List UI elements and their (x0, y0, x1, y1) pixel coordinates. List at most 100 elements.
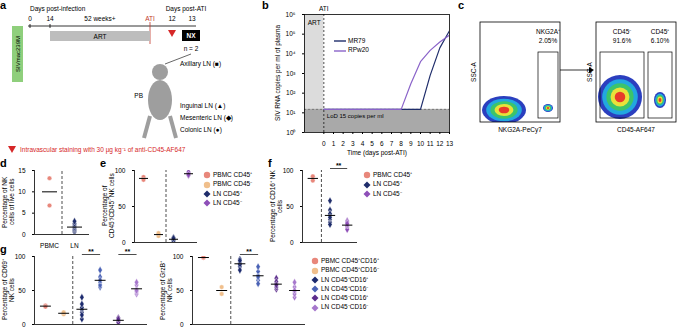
svg-text:100: 100 (173, 253, 184, 260)
html-text:Percentage of GrzB⁺ NK cells: Percentage of GrzB⁺ NK cells (159, 260, 173, 320)
html-text:LN CD45⁻CD16⁻: LN CD45⁻CD16⁻ (321, 303, 369, 311)
html-text:LN CD45⁻CD16⁺: LN CD45⁻CD16⁺ (321, 294, 369, 302)
svg-text:0: 0 (28, 15, 32, 22)
svg-text:4: 4 (361, 140, 365, 147)
html-text:LN CD45⁺CD16⁺: LN CD45⁺CD16⁺ (321, 275, 369, 283)
svg-text:ART: ART (94, 33, 107, 40)
svg-text:1: 1 (332, 140, 336, 147)
svg-text:PB: PB (134, 92, 143, 99)
html-text:c: c (458, 0, 465, 11)
svg-text:**: ** (88, 248, 94, 255)
html-text:LN CD45⁺: LN CD45⁺ (213, 189, 242, 197)
svg-text:100: 100 (15, 253, 26, 260)
svg-text:12: 12 (436, 140, 444, 147)
svg-text:10: 10 (417, 140, 425, 147)
svg-text:ART: ART (308, 19, 321, 26)
svg-text:Axillary LN (■): Axillary LN (■) (180, 60, 221, 68)
html-text:a: a (0, 0, 7, 11)
svg-text:LoD 15 copies per ml: LoD 15 copies per ml (327, 113, 384, 119)
html-text:Percentage of NK cells of live: Percentage of NK cells of live cells (1, 176, 15, 228)
html-text:LN CD45⁻: LN CD45⁻ (373, 189, 402, 197)
svg-text:ATI: ATI (145, 15, 155, 22)
svg-text:50: 50 (18, 287, 26, 294)
svg-text:Time (days post-ATI): Time (days post-ATI) (347, 149, 407, 157)
svg-text:Mesenteric LN (◆): Mesenteric LN (◆) (180, 114, 233, 122)
svg-text:15: 15 (18, 167, 26, 174)
svg-text:52 weeks+: 52 weeks+ (84, 15, 115, 22)
svg-text:3: 3 (351, 140, 355, 147)
html-text:LN CD45⁺: LN CD45⁺ (373, 180, 402, 188)
svg-text:10¹: 10¹ (286, 109, 296, 116)
svg-text:0: 0 (122, 239, 126, 246)
svg-text:0: 0 (322, 140, 326, 147)
svg-text:NKG2A⁺: NKG2A⁺ (536, 28, 560, 35)
svg-text:NKG2A-PeCy7: NKG2A-PeCy7 (498, 126, 542, 134)
svg-text:CD45⁻: CD45⁻ (613, 28, 632, 35)
html-text:Percentage of CD45⁺/CD45⁻ NK c: Percentage of CD45⁺/CD45⁻ NK cells (101, 173, 115, 239)
svg-text:7: 7 (390, 140, 394, 147)
html-text:b: b (262, 0, 269, 11)
svg-text:2.05%: 2.05% (539, 37, 558, 44)
svg-text:PBMC: PBMC (40, 242, 59, 249)
svg-text:100: 100 (283, 167, 294, 174)
svg-text:SSC-A: SSC-A (470, 61, 477, 82)
svg-text:50: 50 (176, 287, 184, 294)
svg-text:Inguinal LN (▲): Inguinal LN (▲) (180, 102, 225, 110)
svg-text:0: 0 (22, 231, 26, 238)
svg-text:SSC-A: SSC-A (586, 61, 593, 82)
svg-text:10⁰: 10⁰ (286, 129, 296, 136)
svg-text:10²: 10² (286, 89, 296, 96)
svg-text:Colonic LN (●): Colonic LN (●) (180, 126, 222, 134)
svg-text:**: ** (125, 248, 131, 255)
html-text:SIV RNA copies per ml of plasm: SIV RNA copies per ml of plasma (274, 25, 281, 122)
html-text:LN CD45⁺CD16⁻: LN CD45⁺CD16⁻ (321, 284, 369, 292)
svg-text:CD45⁺: CD45⁺ (651, 28, 670, 35)
svg-text:6.10%: 6.10% (651, 37, 670, 44)
svg-text:100: 100 (115, 167, 126, 174)
svg-text:10⁶: 10⁶ (286, 11, 296, 18)
svg-text:11: 11 (427, 140, 434, 147)
svg-text:0: 0 (180, 321, 184, 328)
svg-text:n = 2: n = 2 (184, 45, 199, 52)
html-text:d: d (0, 157, 7, 169)
html-text:e: e (100, 157, 107, 169)
svg-text:50: 50 (118, 203, 126, 210)
svg-text:6: 6 (380, 140, 384, 147)
svg-text:50: 50 (286, 203, 294, 210)
svg-text:14: 14 (46, 15, 54, 22)
html-text:LN CD45⁻: LN CD45⁻ (213, 198, 242, 206)
svg-text:10³: 10³ (286, 70, 296, 77)
svg-text:9: 9 (409, 140, 413, 147)
svg-text:Days post-infection: Days post-infection (30, 5, 86, 13)
svg-text:**: ** (336, 162, 342, 169)
svg-text:12: 12 (168, 15, 176, 22)
svg-text:10⁵: 10⁵ (286, 30, 296, 37)
svg-text:10: 10 (18, 188, 26, 195)
svg-text:**: ** (246, 248, 252, 255)
svg-text:91.6%: 91.6% (613, 37, 632, 44)
svg-text:Days post-ATI: Days post-ATI (166, 5, 207, 13)
svg-text:0: 0 (22, 321, 26, 328)
html-text:PBMC CD45⁺: PBMC CD45⁺ (373, 171, 413, 178)
svg-text:13: 13 (446, 140, 454, 147)
html-text:Percentage of CD16⁺ NK cells: Percentage of CD16⁺ NK cells (269, 170, 283, 242)
html-text:PBMC CD45⁺: PBMC CD45⁺ (213, 171, 253, 178)
html-text:MR79: MR79 (348, 37, 366, 44)
html-text:Percentage of CD69⁺ NK cells: Percentage of CD69⁺ NK cells (1, 259, 15, 321)
svg-text:ATI: ATI (319, 5, 329, 12)
svg-text:NX: NX (186, 32, 196, 39)
svg-text:LN: LN (70, 242, 79, 249)
svg-text:Intravascular staining with 30: Intravascular staining with 30 µg kg⁻¹ o… (20, 146, 186, 154)
svg-text:5: 5 (370, 140, 374, 147)
svg-text:2: 2 (341, 140, 345, 147)
html-text:PBMC CD45⁻: PBMC CD45⁻ (213, 180, 253, 188)
svg-text:8: 8 (399, 140, 403, 147)
svg-text:0: 0 (290, 239, 294, 246)
svg-text:SIVmac239M: SIVmac239M (15, 36, 21, 72)
svg-text:5: 5 (22, 209, 26, 216)
html-text:PBMC CD45⁺CD16⁻: PBMC CD45⁺CD16⁻ (321, 266, 379, 274)
html-text:RPw20: RPw20 (348, 46, 369, 54)
svg-text:CD45-AF647: CD45-AF647 (617, 126, 655, 133)
svg-text:10⁴: 10⁴ (285, 50, 295, 57)
svg-text:13: 13 (188, 15, 196, 22)
